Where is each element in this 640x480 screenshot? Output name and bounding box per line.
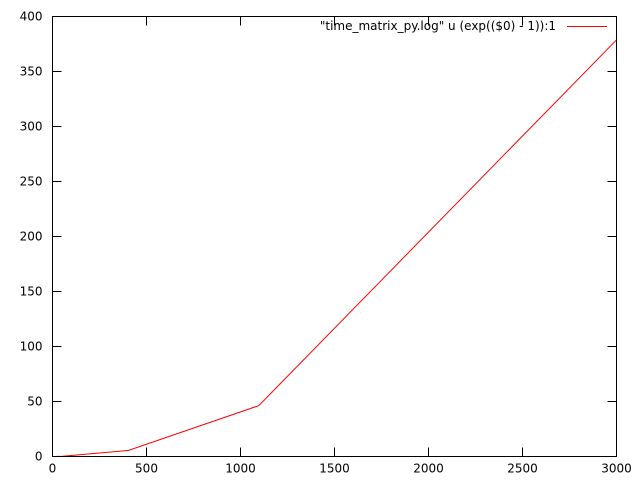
x-tick-label: 1000 bbox=[225, 462, 256, 476]
x-tick-label: 1500 bbox=[319, 462, 350, 476]
y-tick-labels: 0 50 100 150 200 250 300 350 400 bbox=[20, 10, 43, 464]
y-tick-label: 400 bbox=[20, 10, 43, 24]
x-tick-label: 500 bbox=[135, 462, 158, 476]
x-tick-label: 2000 bbox=[413, 462, 444, 476]
y-tick-label: 50 bbox=[27, 395, 42, 409]
y-tick-label: 100 bbox=[20, 340, 43, 354]
y-tick-label: 350 bbox=[20, 65, 43, 79]
x-tick-labels: 0 500 1000 1500 2000 2500 3000 bbox=[49, 462, 632, 476]
x-tick-label: 2500 bbox=[507, 462, 538, 476]
y-tick-label: 200 bbox=[20, 230, 43, 244]
series-layer bbox=[52, 39, 617, 457]
legend: "time_matrix_py.log" u (exp(($0) - 1)):1 bbox=[320, 19, 607, 33]
x-tick-label: 0 bbox=[49, 462, 57, 476]
x-tick-label: 3000 bbox=[601, 462, 632, 476]
series-line bbox=[52, 39, 617, 457]
axis-ticks bbox=[52, 16, 617, 457]
plot-frame bbox=[52, 16, 617, 457]
y-tick-label: 0 bbox=[35, 450, 43, 464]
y-tick-label: 150 bbox=[20, 285, 43, 299]
y-tick-label: 300 bbox=[20, 120, 43, 134]
legend-label: "time_matrix_py.log" u (exp(($0) - 1)):1 bbox=[320, 19, 556, 33]
y-tick-label: 250 bbox=[20, 175, 43, 189]
